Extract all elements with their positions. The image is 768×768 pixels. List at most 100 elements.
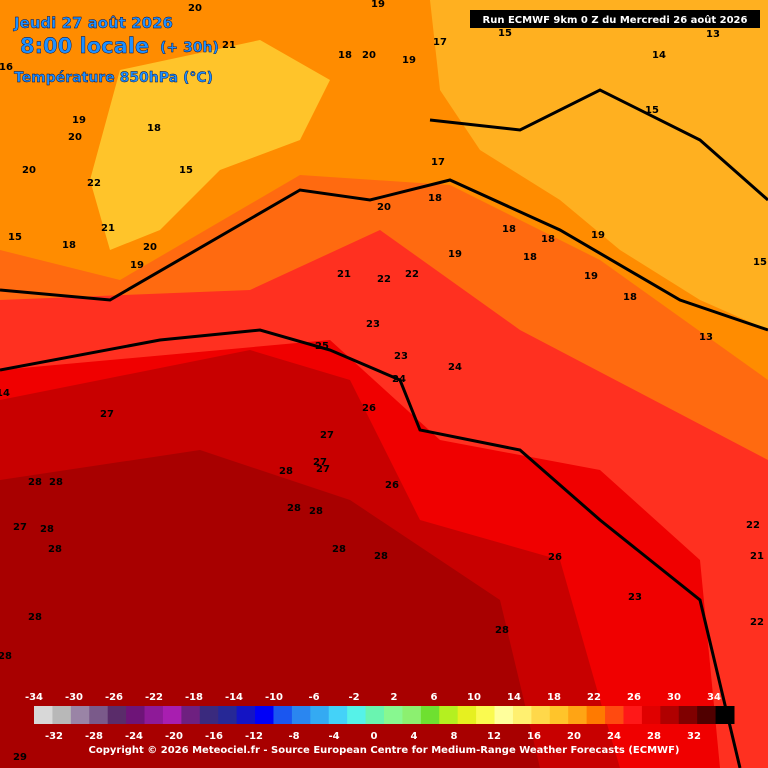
contour-label: 18 <box>147 123 161 134</box>
legend-tick-label: 32 <box>687 731 701 742</box>
contour-label: 22 <box>746 520 760 531</box>
contour-label: 18 <box>62 240 76 251</box>
contour-label: 28 <box>40 524 54 535</box>
region-warm-yellow <box>430 0 768 330</box>
legend-tick-label: 18 <box>547 692 561 703</box>
legend-tick-label: 28 <box>647 731 661 742</box>
contour-label: 27 <box>100 409 114 420</box>
contour-label: 18 <box>502 224 516 235</box>
contour-label: 18 <box>541 234 555 245</box>
legend-swatch <box>365 706 385 724</box>
legend-tick-label: -20 <box>165 731 183 742</box>
contour-label: 18 <box>523 252 537 263</box>
legend-swatch <box>402 706 422 724</box>
legend-tick-label: -34 <box>25 692 43 703</box>
legend-tick-label: 2 <box>391 692 398 703</box>
legend-swatch <box>697 706 717 724</box>
contour-label: 22 <box>87 178 101 189</box>
legend-tick-label: 12 <box>487 731 501 742</box>
legend-tick-label: 22 <box>587 692 601 703</box>
contour-label: 26 <box>362 403 376 414</box>
legend-swatch <box>439 706 459 724</box>
legend-tick-label: 34 <box>707 692 721 703</box>
time: 8:00 locale <box>20 34 149 58</box>
contour-label: 20 <box>22 165 36 176</box>
legend-tick-label: -12 <box>245 731 263 742</box>
legend-swatch <box>218 706 238 724</box>
legend-tick-label: 26 <box>627 692 641 703</box>
contour-label: 19 <box>371 0 385 10</box>
contour-24 <box>0 328 742 768</box>
legend-tick-label: 16 <box>527 731 541 742</box>
legend-tick-label: 24 <box>607 731 621 742</box>
contour-label: 19 <box>584 271 598 282</box>
run-info: Run ECMWF 9km 0 Z du Mercredi 26 août 20… <box>483 14 748 26</box>
contour-label: 20 <box>362 50 376 61</box>
contour-label: 18 <box>428 193 442 204</box>
contour-label: 15 <box>179 165 193 176</box>
contour-label: 28 <box>28 612 42 623</box>
legend-swatch <box>107 706 127 724</box>
contour-label: 23 <box>628 592 642 603</box>
legend-tick-label: 4 <box>411 731 418 742</box>
contour-label: 21 <box>750 551 764 562</box>
legend-tick-label: -24 <box>125 731 143 742</box>
contour-label: 26 <box>385 480 399 491</box>
contour-label: 24 <box>448 362 462 373</box>
contour-label: 19 <box>402 55 416 66</box>
contour-label: 17 <box>433 37 447 48</box>
legend-swatch <box>273 706 293 724</box>
legend-swatch <box>310 706 330 724</box>
contour-label: 16 <box>0 62 13 73</box>
legend-tick-label: -30 <box>65 692 83 703</box>
legend-swatch <box>476 706 496 724</box>
legend-swatch <box>531 706 551 724</box>
region-darkest-red <box>0 450 540 768</box>
legend-swatch <box>162 706 182 724</box>
legend-swatch <box>457 706 477 724</box>
legend-tick-label: -28 <box>85 731 103 742</box>
legend-swatch <box>126 706 146 724</box>
legend-swatch <box>715 706 735 724</box>
legend-tick-label: 10 <box>467 692 481 703</box>
legend-swatch <box>181 706 201 724</box>
contour-label: 24 <box>392 374 406 385</box>
legend-tick-label: -4 <box>328 731 339 742</box>
legend-swatch <box>328 706 348 724</box>
contour-label: 14 <box>0 388 10 399</box>
legend-swatch <box>34 706 53 724</box>
legend-tick-label: -26 <box>105 692 123 703</box>
legend-swatch <box>641 706 661 724</box>
legend-tick-label: -32 <box>45 731 63 742</box>
contour-label: 20 <box>188 3 202 14</box>
legend-tick-label: 30 <box>667 692 681 703</box>
contour-label: 23 <box>366 319 380 330</box>
contour-20 <box>0 178 768 332</box>
legend-swatch <box>586 706 606 724</box>
legend: -34 -30 -26 -22 -18 -14 -10 -6 -2 2 6 10 14 18 22 26 30 3… <box>25 692 735 742</box>
contour-label: 27 <box>320 430 334 441</box>
legend-swatch <box>605 706 624 724</box>
contour-label: 27 <box>316 464 330 475</box>
legend-swatch <box>236 706 256 724</box>
contour-label: 28 <box>28 477 42 488</box>
contour-16 <box>429 88 768 202</box>
legend-swatch <box>255 706 274 724</box>
legend-tick-label: 14 <box>507 692 521 703</box>
legend-swatch <box>199 706 219 724</box>
legend-swatch <box>384 706 403 724</box>
contour-label: 28 <box>374 551 388 562</box>
contour-label: 13 <box>706 29 720 40</box>
contour-label: 25 <box>315 341 329 352</box>
contour-label: 22 <box>750 617 764 628</box>
contour-label: 29 <box>13 752 27 763</box>
legend-tick-label: 0 <box>371 731 378 742</box>
contour-label: 27 <box>13 522 27 533</box>
contour-label: 20 <box>143 242 157 253</box>
contour-label: 28 <box>48 544 62 555</box>
contour-label: 19 <box>448 249 462 260</box>
contour-label: 28 <box>332 544 346 555</box>
contour-label: 15 <box>645 105 659 116</box>
legend-swatch <box>623 706 643 724</box>
